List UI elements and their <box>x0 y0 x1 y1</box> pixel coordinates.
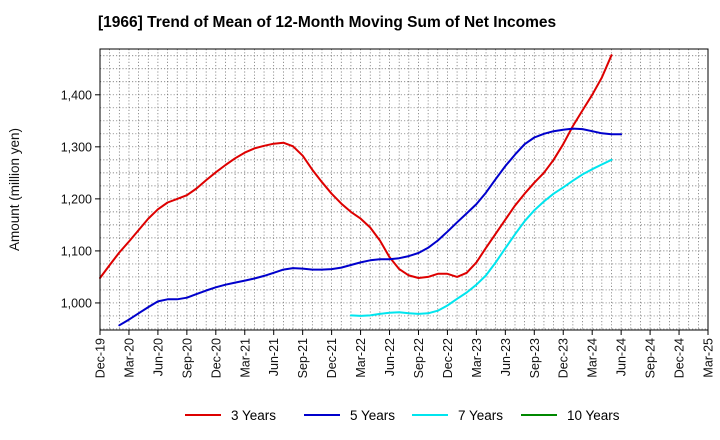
legend: 3 Years 5 Years 7 Years 10 Years <box>0 404 720 426</box>
series-line-3-years <box>99 54 613 279</box>
x-tick-label: Mar-23 <box>470 338 484 378</box>
y-tick-label: 1,300 <box>61 140 92 154</box>
y-tick-label: 1,100 <box>61 244 92 258</box>
x-tick-label: Dec-19 <box>94 338 108 378</box>
x-tick-label: Dec-23 <box>557 338 571 378</box>
x-tick-label: Sep-22 <box>412 338 426 378</box>
x-tick-label: Jun-24 <box>615 338 629 376</box>
legend-item: 3 Years <box>185 404 276 426</box>
grid-lines <box>100 49 708 330</box>
x-tick-label: Sep-21 <box>296 338 310 378</box>
legend-item: 5 Years <box>304 404 395 426</box>
legend-label: 3 Years <box>231 407 277 423</box>
x-tick-label: Jun-21 <box>267 338 281 376</box>
x-tick-label: Dec-20 <box>209 338 223 378</box>
x-tick-label: Dec-22 <box>441 338 455 378</box>
legend-label: 10 Years <box>567 407 620 423</box>
legend-swatch <box>521 414 557 416</box>
x-tick-label: Sep-24 <box>644 338 658 378</box>
legend-item: 7 Years <box>412 404 503 426</box>
x-tick-label: Mar-22 <box>354 338 368 378</box>
legend-item: 10 Years <box>521 404 620 426</box>
x-tick-label: Dec-21 <box>325 338 339 378</box>
x-tick-label: Sep-23 <box>528 338 542 378</box>
x-tick-label: Jun-20 <box>151 338 165 376</box>
x-tick-label: Jun-23 <box>499 338 513 376</box>
legend-label: 5 Years <box>350 407 396 423</box>
y-tick-label: 1,200 <box>61 192 92 206</box>
series-line-5-years <box>118 127 623 327</box>
y-axis-label: Amount (million yen) <box>7 128 22 251</box>
legend-swatch <box>304 414 340 416</box>
y-axis-ticks: 1,000 1,100 1,200 1,300 1,400 <box>61 88 100 310</box>
series-line-7-years <box>349 158 613 317</box>
x-tick-label: Mar-25 <box>702 338 716 378</box>
legend-swatch <box>185 414 221 416</box>
chart-title: [1966] Trend of Mean of 12-Month Moving … <box>98 14 557 31</box>
x-tick-label: Dec-24 <box>673 338 687 378</box>
x-tick-label: Sep-20 <box>180 338 194 378</box>
y-tick-label: 1,000 <box>61 296 92 310</box>
x-tick-label: Mar-24 <box>586 338 600 378</box>
legend-label: 7 Years <box>458 407 504 423</box>
x-tick-label: Jun-22 <box>383 338 397 376</box>
plot-area-border <box>99 48 709 331</box>
legend-swatch <box>412 414 448 416</box>
x-tick-label: Mar-20 <box>122 338 136 378</box>
y-tick-label: 1,400 <box>61 88 92 102</box>
x-tick-label: Mar-21 <box>238 338 252 378</box>
series-lines <box>99 54 623 327</box>
x-axis-ticks: Dec-19 Mar-20 Jun-20 Sep-20 Dec-20 Mar-21 Jun-… <box>94 330 716 378</box>
